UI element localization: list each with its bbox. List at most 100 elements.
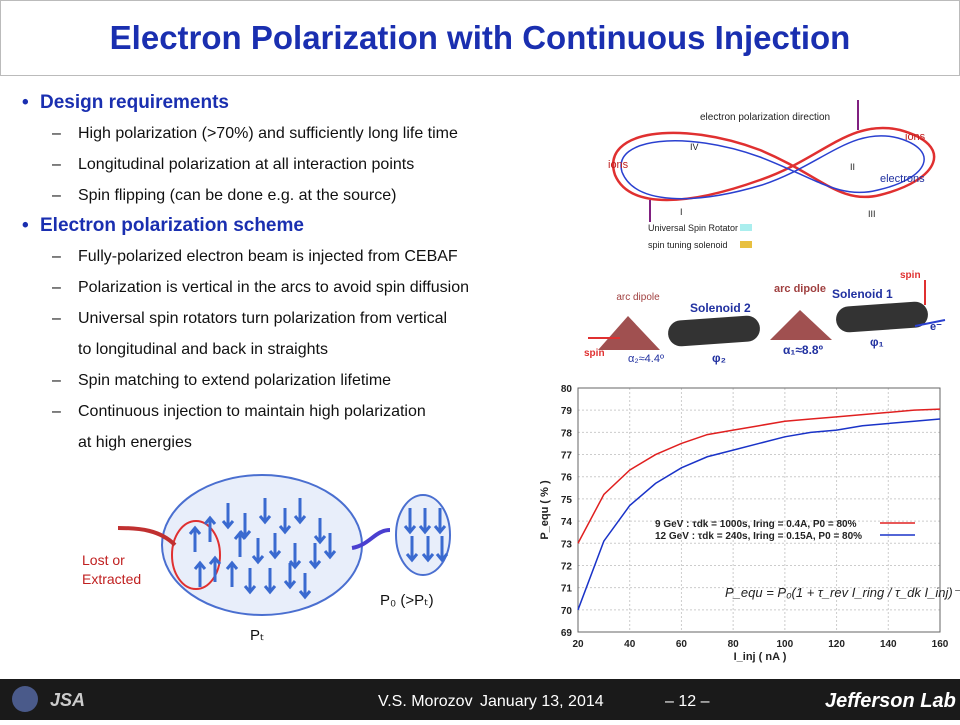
spin-arrow <box>421 536 435 563</box>
y-tick-label: 77 <box>561 451 573 462</box>
label: Solenoid 2 <box>690 301 751 315</box>
dipole <box>770 310 832 340</box>
footer: JSA V.S. Morozov January 13, 2014 – 12 –… <box>0 679 960 720</box>
spin-arrow <box>288 543 302 570</box>
x-tick-label: 20 <box>572 639 584 650</box>
y-tick-label: 69 <box>561 628 573 639</box>
label: electron polarization direction <box>700 112 830 123</box>
label: electrons <box>880 173 925 185</box>
label: α₁≈8.8º <box>783 343 824 357</box>
spin-arrow <box>263 568 277 595</box>
label: ions <box>608 159 629 171</box>
bunch-outline <box>161 474 363 616</box>
footer-svg: JSA V.S. Morozov January 13, 2014 – 12 –… <box>12 686 956 712</box>
label: φ₂ <box>712 351 726 365</box>
bullet-item: at high energies <box>78 434 192 451</box>
spin-arrow <box>323 533 337 560</box>
bullet-item: Fully-polarized electron beam is injecte… <box>22 241 612 272</box>
legend-label: 12 GeV : τdk = 240s, Iring = 0.15A, P0 =… <box>655 531 862 542</box>
label: II <box>850 162 855 172</box>
x-tick-label: 80 <box>728 639 740 650</box>
logo <box>12 686 38 712</box>
bullet-item: Continuous injection to maintain high po… <box>22 396 612 427</box>
label: IV <box>690 142 699 152</box>
label: Solenoid 1 <box>832 287 893 301</box>
jsa: JSA <box>50 690 85 710</box>
bullet-item: Spin matching to extend polarization lif… <box>22 365 612 396</box>
label: ions <box>905 131 926 143</box>
label: arc dipole <box>774 283 826 295</box>
page: – 12 – <box>665 693 710 710</box>
date: January 13, 2014 <box>480 693 604 710</box>
solenoid <box>836 301 928 333</box>
spin-arrow <box>233 530 247 557</box>
spin-arrow <box>278 508 292 535</box>
label: φ₁ <box>870 335 884 349</box>
label: α₂≈4.4º <box>628 353 664 365</box>
spin-arrow <box>435 536 449 563</box>
y-tick-label: 73 <box>561 539 573 550</box>
solenoid <box>668 315 760 347</box>
rotator <box>588 280 946 350</box>
series-line <box>577 408 941 544</box>
spin-arrow <box>208 555 222 582</box>
label: Lost or <box>82 552 125 568</box>
spin-arrow <box>251 538 265 565</box>
label: Extracted <box>82 571 141 587</box>
label: III <box>868 209 876 219</box>
y-tick-label: 72 <box>561 561 573 572</box>
solenoid-icon <box>740 241 752 248</box>
y-tick-label: 76 <box>561 473 573 484</box>
ion-ring <box>611 126 936 202</box>
bunch <box>117 474 451 616</box>
electron-ring <box>620 135 925 200</box>
spins <box>188 498 449 600</box>
bullet-item: High polarization (>70%) and sufficientl… <box>22 118 612 149</box>
label: spin tuning solenoid <box>648 240 728 250</box>
slide-title: Electron Polarization with Continuous In… <box>0 0 960 76</box>
x-tick-label: 160 <box>932 639 949 650</box>
x-label: I_inj ( nA ) <box>734 651 787 663</box>
x-tick-label: 140 <box>880 639 897 650</box>
label: arc dipole <box>616 292 660 303</box>
legend-label: 9 GeV : τdk = 1000s, Iring = 0.4A, P0 = … <box>655 519 857 530</box>
author: V.S. Morozov <box>378 693 473 710</box>
spin-arrow <box>258 498 272 525</box>
bullet-item: to longitudinal and back in straights <box>78 341 328 358</box>
spin-arrow <box>405 536 419 563</box>
bullet-item: Polarization is vertical in the arcs to … <box>22 272 612 303</box>
figures: electron polarization direction ions ions e… <box>82 100 960 663</box>
label: spin <box>584 348 605 359</box>
plot-area <box>577 387 941 633</box>
bullet-heading: Electron polarization scheme <box>22 215 612 237</box>
rotator-icon <box>740 224 752 231</box>
x-tick-label: 60 <box>676 639 688 650</box>
y-tick-label: 71 <box>561 584 573 595</box>
spin-arrow <box>243 568 257 595</box>
spin-arrow <box>221 503 235 530</box>
bullet-item: Universal spin rotators turn polarizatio… <box>22 303 612 334</box>
beam-arrow <box>914 319 946 327</box>
spin-arrow <box>268 533 282 560</box>
inject-arrow <box>351 528 391 550</box>
spin-arrow <box>188 525 202 552</box>
spin-arrow <box>283 563 297 590</box>
spin-arrow <box>225 560 239 587</box>
ring <box>611 100 936 248</box>
bullet-group: Electron polarization scheme Fully-polari… <box>22 215 612 458</box>
y-tick-label: 80 <box>561 384 573 395</box>
spin-arrow <box>403 508 417 535</box>
injected-bunch <box>395 494 451 576</box>
dipole <box>598 316 660 350</box>
series-line <box>577 418 941 611</box>
bullets: Design requirements High polarization (>7… <box>22 92 612 462</box>
formula: P_equ = P₀(1 + τ_rev I_ring / τ_dk I_inj… <box>725 585 960 600</box>
x-tick-label: 40 <box>624 639 636 650</box>
y-tick-label: 70 <box>561 606 573 617</box>
bullet-item: Spin flipping (can be done e.g. at the s… <box>22 180 612 211</box>
label: Universal Spin Rotator <box>648 223 738 233</box>
spin-arrow <box>193 560 207 587</box>
spin-arrow <box>298 573 312 600</box>
spin-arrow <box>293 498 307 525</box>
bullet-item: Longitudinal polarization at all interac… <box>22 149 612 180</box>
